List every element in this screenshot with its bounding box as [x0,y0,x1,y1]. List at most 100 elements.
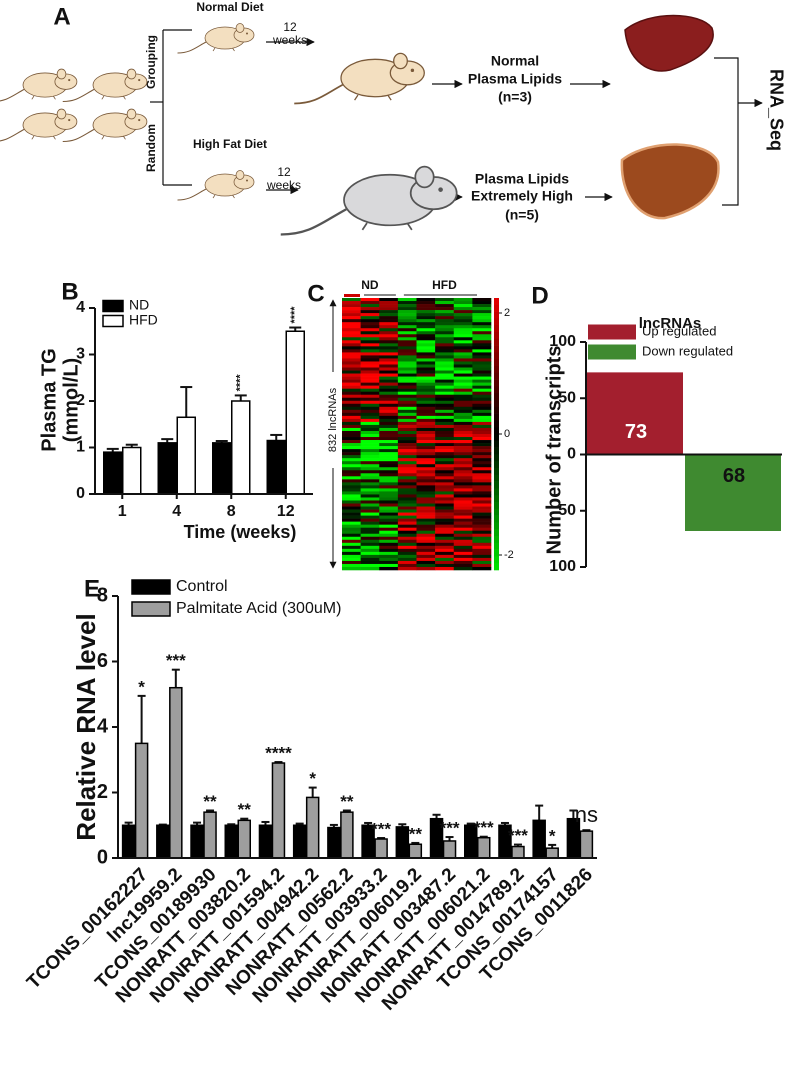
heatmap-cell [397,473,417,477]
heatmap-cell [472,388,492,392]
heatmap-cell [360,307,380,311]
heatmap-cell [453,551,473,556]
mouse-eye [410,68,415,73]
heatmap-cell [472,545,492,550]
bar [169,686,183,859]
heatmap-cell [397,319,417,323]
heatmap-cell [453,427,473,432]
colorbar-segment [494,563,499,571]
heatmap-cell [397,476,417,480]
heatmap-cell [342,557,361,562]
heatmap-cell [360,488,380,492]
heatmap-cell [472,346,492,350]
colorbar-segment [494,515,499,523]
heatmap-cell [453,346,473,350]
heatmap-cell [435,394,455,399]
heatmap-cell [435,364,455,368]
heatmap-cell [472,488,492,492]
heatmap-cell [453,367,473,371]
heatmap-cell [379,325,399,329]
y-tick-label: 4 [97,715,109,737]
heatmap-cell [453,548,473,553]
heatmap-cell [472,506,492,510]
heatmap-cell [342,515,361,519]
heatmap-cell [472,430,492,435]
heatmap-cell [435,397,455,402]
heatmap-cell [435,458,455,462]
bar [266,439,286,495]
heatmap-cell [397,497,417,501]
duration: 12 [277,165,291,179]
heatmap-cell [379,443,399,447]
mouse-eye [68,78,71,82]
heatmap-cell [379,464,399,468]
heatmap-cell [360,554,380,559]
heatmap-cell [342,443,361,447]
heatmap-cell [472,485,492,489]
result-label: Plasma Lipids [475,171,569,187]
heatmap-cell [416,461,436,465]
heatmap-cell [472,446,492,450]
heatmap-cell [379,521,399,525]
heatmap-cell [416,443,436,447]
heatmap-cell [416,560,436,565]
heatmap-cell [453,539,473,544]
heatmap-cell [435,418,455,423]
heatmap-cell [360,515,380,519]
heatmap-cell [360,464,380,468]
heatmap-cell [472,421,492,426]
heatmap-cell [397,361,417,365]
heatmap-cell [342,518,361,522]
legend-swatch [588,344,636,360]
heatmap-cell [453,316,473,320]
heatmap-cell [435,434,455,438]
heatmap-cell [435,382,455,386]
heatmap-cell [360,349,380,353]
heatmap-cell [472,470,492,474]
mouse [0,68,78,102]
heatmap-cell [472,394,492,399]
bar [587,372,683,455]
heatmap-cell [360,461,380,465]
y-tick-label: 50 [558,502,576,519]
heatmap-cell [472,533,492,538]
heatmap-cell [397,560,417,565]
heatmap-cell [472,337,492,341]
heatmap-cell [472,307,492,311]
heatmap-cell [472,340,492,344]
heatmap-cell [379,446,399,450]
heatmap-cell [397,485,417,489]
heatmap-cell [379,527,399,532]
mouse [62,68,148,103]
heatmap-cell [379,524,399,528]
heatmap-cell [379,388,399,392]
heatmap-cell [472,397,492,402]
heatmap-cell [379,409,399,414]
heatmap-cell [435,461,455,465]
heatmap-cell [472,355,492,359]
heatmap-cell [416,340,436,344]
heatmap-cell [342,334,361,338]
heatmap-cell [342,521,361,525]
heatmap-cell [379,352,399,356]
bar [408,843,423,859]
heatmap-cell [397,551,417,556]
heatmap-cell [397,379,417,383]
bar [477,836,491,859]
heatmap-cell [397,334,417,338]
heatmap-cell [379,364,399,368]
heatmap-cell [453,500,473,504]
heatmap-cell [453,449,473,453]
heatmap-cell [342,554,361,559]
heatmap-cell [342,370,361,374]
heatmap-cell [435,536,455,541]
heatmap-cell [379,506,399,510]
heatmap-cell [360,394,380,399]
heatmap-cell [453,418,473,423]
heatmap-cell [416,370,436,374]
colorbar-segment [494,311,499,319]
heatmap-cell [472,412,492,417]
heatmap-cell [360,509,380,513]
heatmap-cell [342,355,361,359]
heatmap-cell [397,364,417,368]
